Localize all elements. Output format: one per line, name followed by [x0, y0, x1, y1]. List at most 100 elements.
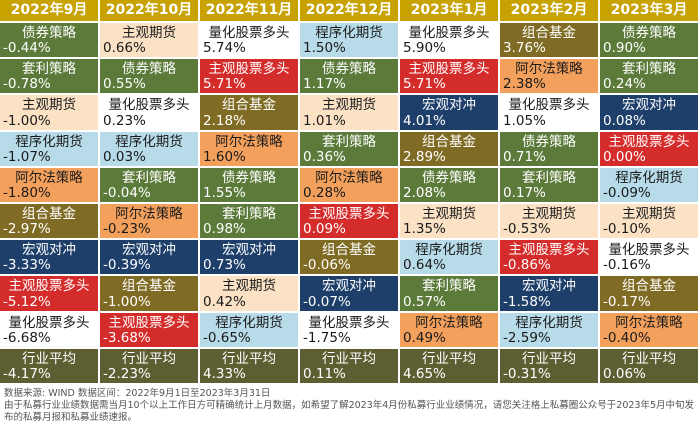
strategy-cell: 程序化期货 0.64%	[400, 240, 498, 275]
month-header: 2023年1月	[400, 0, 498, 21]
return-value: 0.09%	[303, 221, 346, 238]
return-value: 2.18%	[203, 112, 246, 129]
strategy-cell: 量化股票多头 -0.16%	[600, 240, 698, 275]
strategy-cell: 量化股票多头 -6.68%	[0, 312, 98, 347]
strategy-name: 量化股票多头	[408, 25, 490, 41]
return-value: -3.33%	[3, 257, 51, 274]
strategy-name: 量化股票多头	[608, 242, 690, 259]
return-value: -0.07%	[303, 293, 351, 310]
strategy-cell: 程序化期货 -1.07%	[0, 131, 98, 166]
strategy-cell: 主观期货 1.01%	[300, 95, 398, 130]
strategy-name: 宏观对冲	[322, 278, 376, 295]
strategy-name: 宏观对冲	[222, 242, 276, 259]
strategy-name: 主观期货	[322, 97, 376, 114]
strategy-name: 宏观对冲	[422, 97, 476, 114]
return-value: 4.33%	[203, 365, 246, 382]
strategy-cell: 套利策略 0.98%	[200, 204, 298, 239]
strategy-cell: 阿尔法策略 0.49%	[400, 312, 498, 347]
return-value: 0.24%	[603, 76, 646, 93]
strategy-name: 组合基金	[322, 242, 376, 259]
strategy-cell: 债券策略 0.55%	[100, 59, 198, 94]
strategy-name: 组合基金	[522, 25, 576, 41]
strategy-name: 套利策略	[422, 278, 476, 295]
strategy-cell: 阿尔法策略 1.60%	[200, 131, 298, 166]
strategy-cell: 行业平均 0.11%	[300, 348, 398, 383]
return-value: 0.42%	[203, 293, 246, 310]
strategy-cell: 程序化期货 -0.65%	[200, 312, 298, 347]
return-value: 3.76%	[503, 40, 546, 57]
strategy-cell: 组合基金 -0.06%	[300, 240, 398, 275]
return-value: 4.01%	[403, 112, 446, 129]
strategy-name: 主观期货	[22, 97, 76, 114]
strategy-cell: 行业平均 -0.31%	[500, 348, 598, 383]
strategy-cell: 主观期货 -0.53%	[500, 204, 598, 239]
strategy-name: 主观股票多头	[508, 242, 590, 259]
return-value: 1.55%	[203, 184, 246, 201]
strategy-name: 程序化期货	[15, 133, 83, 150]
strategy-name: 债券策略	[622, 25, 676, 41]
strategy-name: 阿尔法策略	[15, 169, 83, 186]
strategy-name: 套利策略	[622, 61, 676, 78]
strategy-name: 主观股票多头	[8, 278, 90, 295]
strategy-name: 主观期货	[122, 25, 176, 41]
strategy-cell: 主观期货 0.66%	[100, 23, 198, 58]
strategy-cell: 程序化期货 1.50%	[300, 23, 398, 58]
strategy-cell: 程序化期货 -2.59%	[500, 312, 598, 347]
strategy-cell: 阿尔法策略 0.28%	[300, 167, 398, 202]
strategy-cell: 程序化期货 0.03%	[100, 131, 198, 166]
return-value: -0.04%	[103, 184, 151, 201]
strategy-cell: 阿尔法策略 -1.80%	[0, 167, 98, 202]
month-header: 2022年12月	[300, 0, 398, 21]
strategy-name: 组合基金	[422, 133, 476, 150]
return-value: -0.06%	[303, 257, 351, 274]
return-value: 5.71%	[403, 76, 446, 93]
strategy-name: 行业平均	[322, 350, 376, 367]
strategy-name: 程序化期货	[215, 314, 283, 331]
strategy-name: 主观股票多头	[108, 314, 190, 331]
strategy-cell: 组合基金 3.76%	[500, 23, 598, 58]
strategy-cell: 组合基金 -0.17%	[600, 276, 698, 311]
strategy-cell: 主观股票多头 0.09%	[300, 204, 398, 239]
strategy-cell: 主观股票多头 5.71%	[200, 59, 298, 94]
strategy-name: 程序化期货	[515, 314, 583, 331]
strategy-cell: 主观期货 1.35%	[400, 204, 498, 239]
return-value: -0.17%	[603, 293, 651, 310]
data-source-note: 数据来源: WIND 数据区间：2022年9月1日至2023年3月31日	[4, 388, 271, 399]
return-value: 0.64%	[403, 257, 446, 274]
strategy-cell: 主观期货 0.42%	[200, 276, 298, 311]
strategy-cell: 主观股票多头 -5.12%	[0, 276, 98, 311]
strategy-cell: 套利策略 -0.78%	[0, 59, 98, 94]
return-value: 0.90%	[603, 40, 646, 57]
return-value: -0.65%	[203, 329, 251, 346]
strategy-name: 主观期货	[622, 206, 676, 222]
strategy-cell: 债券策略 1.17%	[300, 59, 398, 94]
strategy-name: 程序化期货	[115, 133, 183, 150]
return-value: 2.08%	[403, 184, 446, 201]
strategy-cell: 宏观对冲 -0.07%	[300, 276, 398, 311]
strategy-cell: 宏观对冲 0.08%	[600, 95, 698, 130]
strategy-name: 套利策略	[522, 169, 576, 186]
return-value: -1.80%	[3, 184, 51, 201]
strategy-cell: 宏观对冲 -1.58%	[500, 276, 598, 311]
return-value: 0.11%	[303, 365, 346, 382]
strategy-name: 程序化期货	[615, 169, 683, 186]
strategy-name: 阿尔法策略	[115, 206, 183, 222]
return-value: 0.17%	[503, 184, 546, 201]
strategy-cell: 量化股票多头 1.05%	[500, 95, 598, 130]
return-value: 0.55%	[103, 76, 146, 93]
strategy-cell: 债券策略 1.55%	[200, 167, 298, 202]
strategy-name: 主观股票多头	[208, 61, 290, 78]
return-value: -6.68%	[3, 329, 51, 346]
strategy-name: 宏观对冲	[622, 97, 676, 114]
strategy-name: 行业平均	[522, 350, 576, 367]
strategy-name: 套利策略	[22, 61, 76, 78]
return-value: 5.90%	[403, 40, 446, 57]
strategy-cell: 组合基金 -2.97%	[0, 204, 98, 239]
strategy-name: 行业平均	[22, 350, 76, 367]
strategy-cell: 主观股票多头 -0.86%	[500, 240, 598, 275]
strategy-cell: 套利策略 0.57%	[400, 276, 498, 311]
return-value: -0.39%	[103, 257, 151, 274]
strategy-cell: 债券策略 2.08%	[400, 167, 498, 202]
strategy-name: 组合基金	[22, 206, 76, 222]
strategy-cell: 债券策略 0.71%	[500, 131, 598, 166]
